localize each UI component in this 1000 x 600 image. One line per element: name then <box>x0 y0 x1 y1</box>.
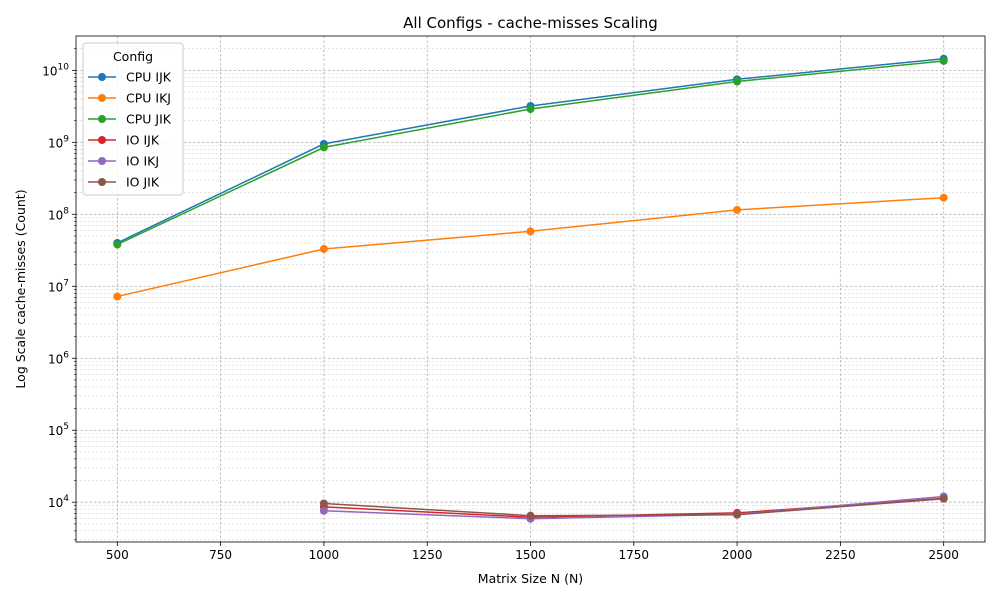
data-point <box>113 240 122 249</box>
data-point <box>319 244 328 253</box>
legend-box <box>82 42 184 196</box>
x-tick-label: 1500 <box>515 548 546 562</box>
grid-major <box>76 36 985 542</box>
legend-title: Config <box>113 49 153 64</box>
series-line <box>323 497 944 517</box>
data-point <box>526 511 535 520</box>
legend-marker <box>98 115 106 123</box>
legend-marker <box>98 136 106 144</box>
legend-marker <box>98 94 106 102</box>
y-tick-label: 106 <box>48 350 69 366</box>
y-tick-label: 1010 <box>42 62 69 78</box>
x-tick-label: 500 <box>106 548 129 562</box>
data-point <box>733 77 742 86</box>
series-io-jik <box>319 494 948 520</box>
legend-marker <box>98 157 106 165</box>
legend-item: CPU IJK <box>88 70 172 85</box>
y-tick-label: 107 <box>48 278 69 294</box>
legend-item: IO IJK <box>88 133 160 148</box>
legend-item: IO JIK <box>88 175 160 190</box>
legend-item: IO IKJ <box>88 154 159 169</box>
legend-marker <box>98 73 106 81</box>
data-point <box>939 193 948 202</box>
legend-item: CPU IKJ <box>88 91 171 106</box>
x-axis-label: Matrix Size N (N) <box>478 571 583 586</box>
legend-item: CPU JIK <box>88 112 172 127</box>
y-axis-ticks: 104 105 106 107 108 109 1010 <box>42 48 76 541</box>
data-point <box>319 499 328 508</box>
series-line <box>323 495 944 520</box>
x-tick-label: 2000 <box>722 548 753 562</box>
x-tick-label: 1250 <box>412 548 443 562</box>
x-tick-label: 2250 <box>825 548 856 562</box>
chart-title: All Configs - cache-misses Scaling <box>403 14 658 32</box>
y-tick-label: 105 <box>48 422 69 438</box>
legend-label: IO IKJ <box>126 154 159 169</box>
data-point <box>939 56 948 65</box>
data-point <box>319 506 328 515</box>
legend-label: CPU JIK <box>126 112 172 127</box>
y-axis-label: Log Scale cache-misses (Count) <box>13 189 28 388</box>
data-point <box>319 143 328 152</box>
data-point <box>113 292 122 301</box>
x-tick-label: 750 <box>209 548 232 562</box>
y-tick-label: 108 <box>48 206 69 222</box>
x-axis-ticks: 500 750 1000 1250 1500 1750 2000 2250 2500 <box>106 542 959 562</box>
legend-label: CPU IKJ <box>126 91 171 106</box>
x-tick-label: 1750 <box>619 548 650 562</box>
data-point <box>733 510 742 519</box>
legend-label: IO JIK <box>126 175 160 190</box>
data-point <box>939 494 948 503</box>
x-tick-label: 1000 <box>309 548 340 562</box>
y-tick-label: 109 <box>48 134 69 150</box>
legend-marker <box>98 178 106 186</box>
y-tick-label: 104 <box>48 494 69 510</box>
data-point <box>526 227 535 236</box>
series-layer <box>113 54 948 523</box>
legend-label: IO IJK <box>126 133 160 148</box>
x-tick-label: 2500 <box>928 548 959 562</box>
series-cpu-jik <box>113 56 948 249</box>
legend-label: CPU IJK <box>126 70 172 85</box>
data-point <box>526 105 535 114</box>
legend: Config CPU IJK CPU IKJ CPU JIK IO IJK IO IKJ… <box>82 42 184 196</box>
series-cpu-ikj <box>113 193 948 301</box>
data-point <box>733 205 742 214</box>
